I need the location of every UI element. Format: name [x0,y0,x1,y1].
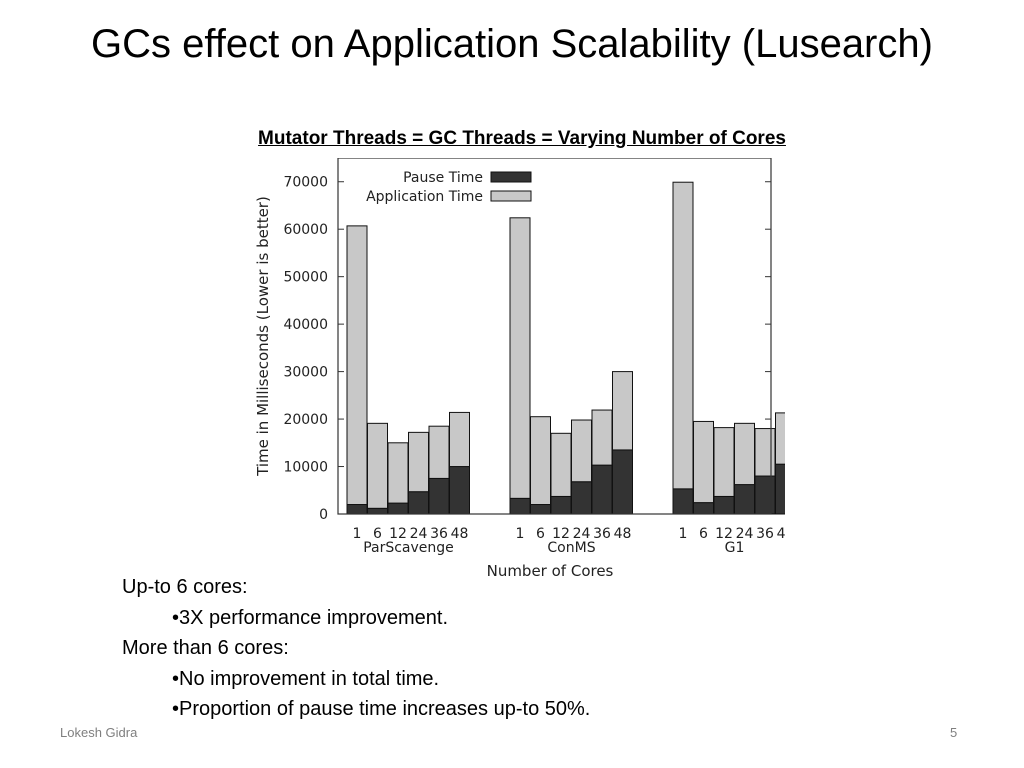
note-line: •No improvement in total time. [172,667,440,690]
application-time-bar [346,225,368,506]
pause-time-bar [530,504,551,515]
x-tick-label: 1 [679,526,688,542]
pause-time-bar [346,504,368,515]
x-tick-label: 6 [699,526,708,542]
note-line: •Proportion of pause time increases up-t… [172,698,591,720]
x-tick-label: 6 [373,526,382,542]
pause-time-bar [591,464,613,515]
y-tick-label: 60000 [283,222,328,238]
x-axis-label: Number of Cores [487,562,614,580]
pause-time-bar [387,502,409,515]
application-time-bar [591,409,613,466]
x-tick-label: 24 [736,526,754,542]
application-time-bar [509,217,531,499]
application-time-bar [693,420,714,504]
footer-author: Lokesh Gidra [60,725,138,740]
x-tick-label: 24 [573,526,591,542]
pause-time-bar [550,495,572,515]
x-tick-label: 36 [756,526,774,542]
x-tick-label: 6 [536,526,545,542]
x-tick-label: 36 [430,526,448,542]
pause-time-bar [713,495,735,515]
legend-label: Application Time [366,189,483,205]
pause-time-bar [754,475,776,515]
y-tick-label: 10000 [283,460,328,476]
pause-time-bar [672,488,694,515]
y-tick-label: 70000 [283,175,328,191]
x-tick-label: 1 [353,526,362,542]
x-tick-label: 48 [614,526,632,542]
x-tick-label: 24 [410,526,428,542]
application-time-bar [428,425,450,479]
x-tick-label: 48 [451,526,469,542]
x-tick-label: 12 [715,526,733,542]
application-time-bar [408,431,429,493]
application-time-bar [449,411,470,468]
slide-title: GCs effect on Application Scalability (L… [91,22,933,66]
legend-swatch [490,171,532,183]
group-label: G1 [725,540,745,556]
pause-time-bar [571,481,592,515]
y-tick-label: 20000 [283,412,328,428]
application-time-bar [713,427,735,497]
pause-time-bar [367,507,388,515]
x-tick-label: 48 [777,526,785,542]
note-line: •3X performance improvement. [172,606,449,629]
notes-list: Up-to 6 cores: •3X performance improveme… [122,572,590,725]
pause-time-bar [449,466,470,515]
y-tick-label: 30000 [283,365,328,381]
legend-label: Pause Time [403,170,483,186]
plot-frame [337,158,772,515]
chart-heading: Mutator Threads = GC Threads = Varying N… [258,128,786,149]
application-time-bar [612,371,633,451]
x-tick-label: 36 [593,526,611,542]
pause-time-bar [509,497,531,515]
pause-time-bar [775,463,785,515]
y-axis-label: Time in Milliseconds (Lower is better) [254,196,272,477]
x-tick-label: 12 [389,526,407,542]
application-time-bar [754,428,776,477]
group-label: ParScavenge [363,540,454,556]
page-number: 5 [950,725,958,740]
x-tick-label: 1 [516,526,525,542]
pause-time-bar [734,484,755,515]
application-time-bar [672,181,694,490]
application-time-bar [734,422,755,486]
pause-time-bar [693,502,714,515]
application-time-bar [367,422,388,509]
y-tick-label: 40000 [283,317,328,333]
pause-time-bar [428,477,450,515]
y-tick-label: 50000 [283,270,328,286]
application-time-bar [775,412,785,465]
application-time-bar [387,442,409,504]
stacked-bar-chart: Time in Milliseconds (Lower is better) N… [254,158,785,580]
application-time-bar [571,419,592,483]
application-time-bar [550,432,572,497]
x-tick-label: 12 [552,526,570,542]
y-tick-label: 0 [319,507,328,523]
legend-swatch [490,190,532,202]
pause-time-bar [612,449,633,515]
pause-time-bar [408,491,429,515]
group-label: ConMS [547,540,595,556]
note-line: More than 6 cores: [122,637,289,659]
note-line: Up-to 6 cores: [122,576,248,598]
application-time-bar [530,416,551,506]
